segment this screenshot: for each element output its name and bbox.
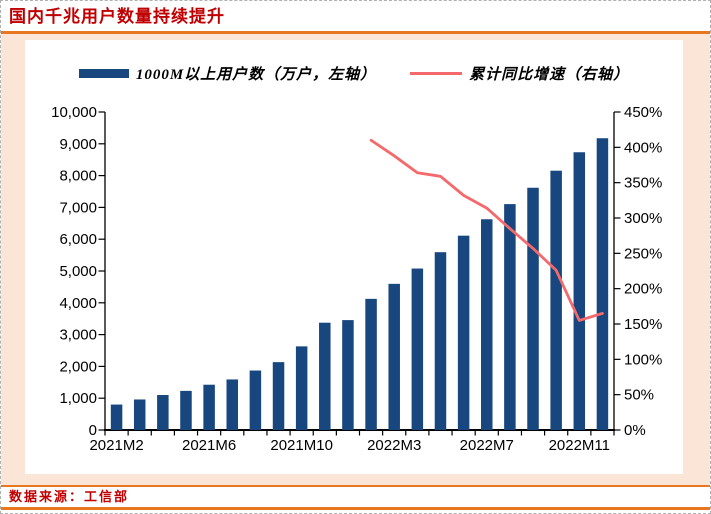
title-bar: 国内千兆用户数量持续提升: [1, 1, 710, 31]
right-axis-label: 250%: [624, 245, 662, 262]
bar-2022M11: [573, 152, 586, 431]
chart-background: 1000M以上用户数（万户，左轴） 累计同比增速（右轴） 0 1,000 2,000…: [1, 34, 710, 485]
chart-panel: 1000M以上用户数（万户，左轴） 累计同比增速（右轴） 0 1,000 2,000…: [25, 40, 683, 474]
x-axis-label: 2022M3: [367, 437, 421, 454]
x-axis-label: 2022M7: [460, 437, 514, 454]
bar-2021M8: [249, 370, 262, 430]
bar-2022M3: [388, 283, 400, 430]
left-axis-label: 2,000: [59, 358, 97, 375]
bar-2021M3: [133, 399, 146, 430]
left-axis-label: 7,000: [59, 199, 97, 216]
bar-2022M5: [434, 252, 447, 430]
left-axis-label: 4,000: [59, 295, 97, 312]
bar-2021M10: [295, 346, 308, 430]
right-axis-label: 300%: [624, 210, 662, 227]
chart-legend: 1000M以上用户数（万户，左轴） 累计同比增速（右轴）: [25, 40, 683, 92]
bar-2022M9: [527, 187, 539, 430]
x-axis-label: 2021M2: [89, 437, 143, 454]
bar-2022M6: [457, 235, 470, 430]
left-axis-label: 5,000: [59, 263, 97, 280]
right-axis-label: 50%: [624, 387, 654, 404]
legend-label-growth: 累计同比增速（右轴）: [469, 66, 630, 83]
legend-label-users: 1000M以上用户数（万户，左轴）: [135, 66, 377, 83]
right-axis-label: 100%: [624, 351, 662, 368]
left-axis-label: 6,000: [59, 231, 97, 248]
left-axis-label: 9,000: [59, 136, 97, 153]
x-axis-label: 2022M11: [549, 437, 610, 454]
left-axis-label: 1,000: [59, 390, 97, 407]
bar-2021M12: [342, 320, 354, 430]
bar-2022M4: [411, 268, 424, 430]
bottom-orange-rule: [1, 507, 710, 510]
page-title: 国内千兆用户数量持续提升: [9, 7, 225, 26]
gigabit-users-chart: 0 1,000 2,000 3,000 4,000 5,000 6,000 7,000 8,00…: [51, 104, 662, 454]
legend-item-users: 1000M以上用户数（万户，左轴）: [78, 63, 377, 84]
left-axis-label: 3,000: [59, 327, 97, 344]
bar-2022M8: [504, 204, 516, 430]
right-axis-label: 150%: [624, 316, 662, 333]
data-source-note: 数据来源：工信部: [9, 489, 130, 504]
right-axis-label: 200%: [624, 281, 662, 298]
bar-2022M2: [365, 298, 377, 430]
left-axis-label: 8,000: [59, 168, 97, 185]
bar-2021M11: [319, 322, 331, 430]
yoy-growth-line: [369, 138, 604, 322]
bar-2021M7: [226, 379, 238, 430]
legend-item-growth: 累计同比增速（右轴）: [410, 63, 629, 84]
right-axis-label: 400%: [624, 139, 662, 156]
bar-2022M12: [596, 138, 609, 431]
bar-2021M9: [272, 362, 285, 430]
right-axis-label: 0%: [624, 422, 646, 439]
left-axis-label: 0: [89, 422, 97, 439]
footer-top-rule: [1, 485, 710, 487]
x-axis-label: 2021M10: [270, 437, 333, 454]
bar-2021M2: [110, 404, 123, 430]
line-series-swatch: [410, 71, 463, 75]
right-axis-label: 350%: [624, 175, 662, 192]
bar-2022M10: [550, 170, 562, 430]
bar-2021M5: [180, 390, 192, 430]
bar-2021M6: [203, 384, 215, 430]
bar-2022M7: [481, 219, 493, 430]
right-axis-label: 450%: [624, 104, 662, 121]
top-orange-rule: [1, 31, 710, 34]
bar-series-swatch: [78, 68, 129, 78]
x-axis-label: 2021M6: [182, 437, 236, 454]
bar-2021M4: [157, 395, 169, 430]
left-axis-label: 10,000: [51, 104, 97, 121]
